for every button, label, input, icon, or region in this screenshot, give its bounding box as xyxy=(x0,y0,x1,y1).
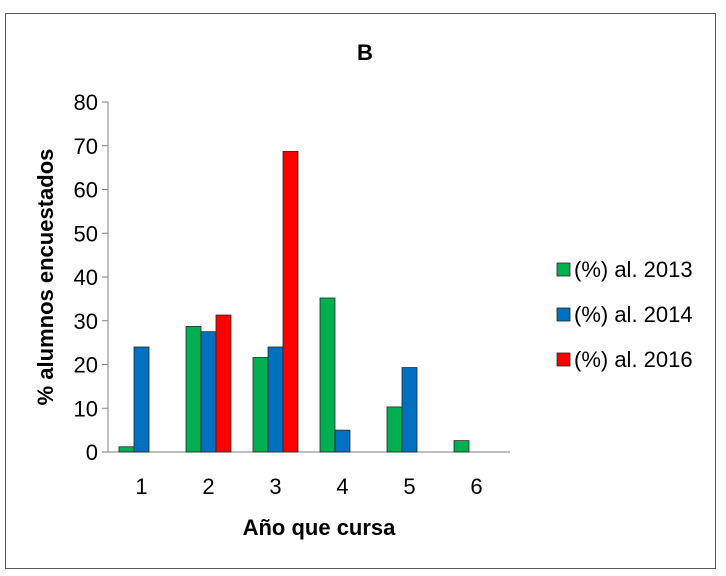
bar xyxy=(200,331,217,453)
legend-swatch xyxy=(556,307,571,322)
x-axis-label: Año que cursa xyxy=(243,515,397,540)
y-tick-label: 60 xyxy=(74,178,98,203)
legend-label: (%) al. 2016 xyxy=(574,347,693,372)
bar xyxy=(319,297,336,453)
legend-label: (%) al. 2014 xyxy=(574,302,693,327)
bar xyxy=(133,346,150,453)
x-tick-label: 4 xyxy=(336,474,348,499)
bar xyxy=(185,326,202,453)
bar xyxy=(453,440,470,453)
x-tick-label: 1 xyxy=(135,474,147,499)
y-tick-label: 70 xyxy=(74,134,98,159)
bar xyxy=(386,406,403,453)
x-tick-label: 5 xyxy=(403,474,415,499)
y-tick-label: 10 xyxy=(74,396,98,421)
y-tick-label: 80 xyxy=(74,90,98,115)
legend-label: (%) al. 2013 xyxy=(574,257,693,282)
bar xyxy=(267,346,284,453)
bar xyxy=(282,151,299,453)
y-tick-label: 20 xyxy=(74,353,98,378)
y-tick-label: 0 xyxy=(86,440,98,465)
bar xyxy=(401,367,418,453)
bar xyxy=(252,357,269,453)
x-tick-label: 6 xyxy=(470,474,482,499)
bar xyxy=(334,429,351,453)
y-tick-label: 40 xyxy=(74,265,98,290)
y-tick-label: 50 xyxy=(74,221,98,246)
y-axis-label: % alumnos encuestados xyxy=(33,149,58,406)
y-tick-label: 30 xyxy=(74,309,98,334)
bar xyxy=(118,446,135,453)
x-tick-label: 2 xyxy=(202,474,214,499)
bar xyxy=(215,314,232,453)
chart-frame xyxy=(5,13,716,569)
plot-area: 0 10 20 30 40 50 60 70 80 1 2 3 4 5 6 xyxy=(74,90,510,499)
x-tick-label: 3 xyxy=(269,474,281,499)
chart-title: B xyxy=(357,40,373,65)
legend: (%) al. 2013 (%) al. 2014 (%) al. 2016 xyxy=(556,257,693,372)
legend-swatch xyxy=(556,352,571,367)
legend-swatch xyxy=(556,262,571,277)
